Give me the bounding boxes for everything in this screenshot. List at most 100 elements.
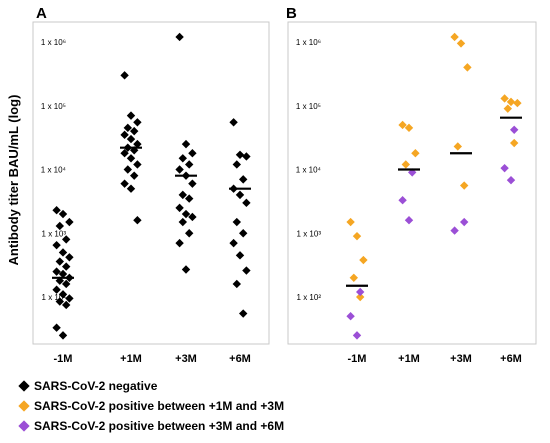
data-point: [130, 126, 139, 136]
data-point: [411, 149, 420, 158]
y-tick-label: 1 x 10³: [297, 229, 322, 238]
data-point: [120, 179, 129, 188]
data-point: [185, 194, 194, 203]
data-point: [52, 267, 61, 276]
x-tick-label: +1M: [120, 353, 142, 365]
x-tick-label: -1M: [54, 353, 73, 365]
data-point: [356, 287, 365, 297]
y-tick-label: 1 x 10⁴: [296, 166, 322, 175]
data-point: [242, 266, 251, 275]
data-point: [460, 217, 469, 227]
data-point: [120, 130, 129, 140]
x-tick-label: +3M: [175, 353, 197, 365]
data-point: [185, 229, 194, 238]
legend: SARS-CoV-2 negative SARS-CoV-2 positive …: [16, 376, 284, 436]
data-point: [346, 311, 355, 321]
data-point: [58, 290, 68, 299]
data-point: [120, 149, 129, 158]
data-point: [404, 123, 414, 133]
data-point: [181, 209, 191, 219]
data-point: [352, 231, 362, 241]
data-point: [130, 171, 139, 180]
data-point: [123, 123, 132, 133]
y-tick-label: 1 x 10²: [297, 293, 322, 302]
data-point: [398, 195, 407, 205]
data-point: [120, 71, 129, 80]
y-tick-label: 1 x 10²: [42, 293, 67, 302]
data-point: [133, 160, 142, 169]
panel-b-letter: B: [286, 5, 297, 22]
y-tick-label: 1 x 10³: [42, 229, 67, 238]
data-point: [506, 175, 516, 185]
data-point: [188, 212, 197, 222]
data-point: [500, 94, 509, 103]
data-point: [133, 118, 142, 127]
data-point: [185, 160, 194, 169]
data-point: [235, 190, 245, 200]
data-point: [62, 300, 71, 310]
data-point: [229, 118, 238, 127]
data-point: [232, 279, 241, 289]
data-point: [126, 111, 136, 120]
data-point: [55, 257, 64, 266]
data-point: [55, 297, 64, 306]
data-point: [456, 39, 466, 48]
y-tick-label: 1 x 10⁴: [41, 166, 67, 175]
data-point: [175, 203, 184, 213]
data-point: [235, 150, 245, 160]
data-point: [188, 149, 197, 158]
data-point: [133, 139, 142, 149]
y-tick-label: 1 x 10⁶: [296, 38, 321, 47]
data-point: [123, 165, 132, 174]
data-point: [178, 154, 187, 163]
x-tick-label: +6M: [500, 353, 522, 365]
data-point: [52, 285, 61, 294]
data-point: [359, 255, 368, 265]
data-point: [55, 221, 64, 231]
data-point: [346, 217, 355, 227]
data-point: [181, 139, 191, 149]
legend-item-positive-1m-3m: SARS-CoV-2 positive between +1M and +3M: [16, 396, 284, 416]
data-point: [58, 248, 68, 257]
data-point: [453, 142, 462, 151]
legend-label: SARS-CoV-2 positive between +3M and +6M: [34, 419, 285, 433]
panel-a-letter: A: [36, 5, 47, 22]
data-point: [133, 216, 142, 225]
data-point: [450, 32, 459, 42]
data-point: [401, 160, 410, 169]
data-point: [235, 251, 245, 260]
data-point: [450, 226, 459, 235]
data-point: [178, 190, 187, 200]
data-point: [463, 63, 472, 72]
data-point: [126, 154, 136, 163]
panel-b: B 1 x 10² 1 x 10³ 1 x 10⁴ 1 x 10⁵ 1 x 10⁶ -1M…: [286, 5, 537, 365]
data-point: [229, 238, 238, 248]
data-point: [242, 198, 251, 208]
data-point: [58, 269, 68, 279]
y-tick-label: 1 x 10⁶: [41, 38, 66, 47]
data-point: [510, 138, 519, 148]
panel-a-frame: [32, 21, 270, 345]
data-point: [178, 217, 187, 227]
data-point: [175, 165, 184, 174]
data-point: [181, 265, 191, 274]
data-point: [513, 98, 522, 108]
data-point: [62, 262, 71, 271]
y-tick-label: 1 x 10⁵: [41, 102, 66, 111]
data-point: [52, 323, 61, 332]
data-point: [52, 240, 61, 250]
x-tick-label: +1M: [398, 353, 420, 365]
data-point: [52, 205, 61, 215]
data-point: [349, 273, 358, 283]
panel-b-frame: [287, 21, 537, 345]
x-tick-label: +6M: [229, 353, 251, 365]
data-point: [65, 294, 74, 303]
data-point: [352, 331, 362, 340]
data-point: [232, 160, 241, 169]
data-point: [242, 152, 251, 161]
data-point: [232, 217, 241, 227]
data-point: [356, 292, 365, 302]
diamond-marker-icon: [18, 400, 30, 412]
y-tick-label: 1 x 10⁵: [296, 102, 321, 111]
legend-label: SARS-CoV-2 positive between +1M and +3M: [34, 399, 285, 413]
